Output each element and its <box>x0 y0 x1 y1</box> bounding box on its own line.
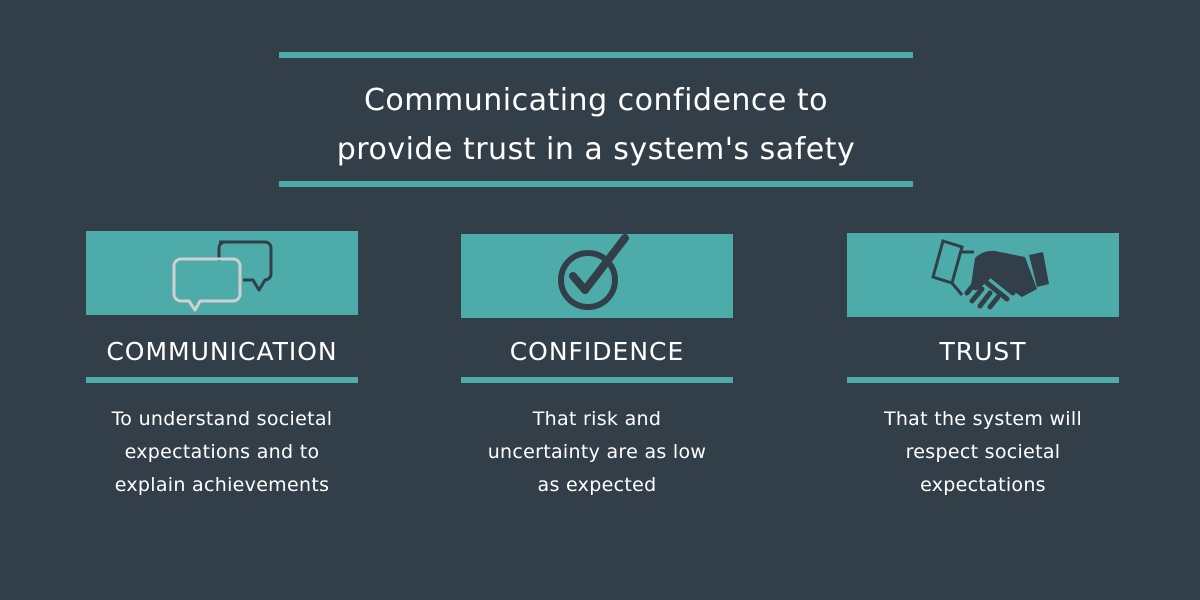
icon-box <box>847 233 1119 317</box>
description-line: That the system will <box>883 408 1083 430</box>
column-description: That risk and uncertainty are as low as … <box>451 403 743 502</box>
description-line: uncertainty are as low <box>487 441 707 463</box>
title-top-rule <box>279 52 913 58</box>
handshake-icon <box>931 239 1049 310</box>
description-line: respect societal <box>905 441 1061 463</box>
description-line: explain achievements <box>114 474 330 496</box>
icon-box <box>461 234 733 318</box>
description-line: expectations <box>920 474 1046 496</box>
column-heading: CONFIDENCE <box>509 337 685 366</box>
column-description: That the system will respect societal ex… <box>837 403 1129 502</box>
column-heading: TRUST <box>939 337 1027 366</box>
icon-box <box>86 231 358 315</box>
title-bottom-rule <box>279 181 913 187</box>
description-line: To understand societal <box>111 408 333 430</box>
heading-underline <box>461 377 733 383</box>
description-line: That risk and <box>532 408 662 430</box>
heading-underline <box>86 377 358 383</box>
check-circle-icon <box>558 234 629 310</box>
column-description: To understand societal expectations and … <box>76 403 368 502</box>
column-heading: COMMUNICATION <box>106 337 338 366</box>
page-title: Communicating confidence to provide trus… <box>279 76 913 174</box>
speech-bubbles-icon <box>172 240 273 312</box>
title-line-1: Communicating confidence to <box>363 83 829 118</box>
description-line: expectations and to <box>124 441 320 463</box>
heading-underline <box>847 377 1119 383</box>
title-line-2: provide trust in a system's safety <box>336 132 856 167</box>
description-line: as expected <box>537 474 657 496</box>
